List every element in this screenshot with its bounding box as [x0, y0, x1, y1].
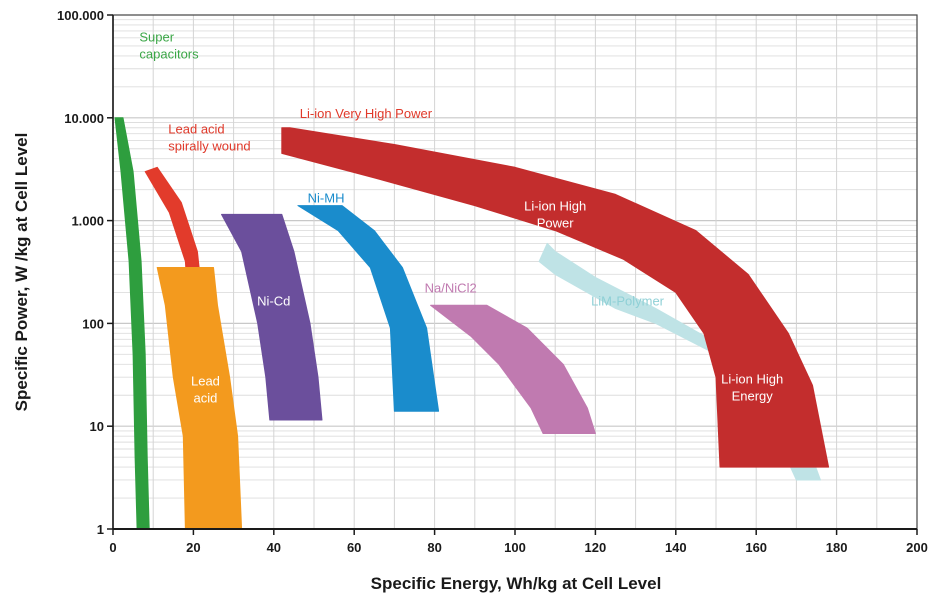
x-tick-label: 100: [504, 540, 526, 555]
label-li-ion-very-high-power: Li-ion Very High Power: [300, 106, 433, 121]
y-tick-label: 1.000: [71, 214, 104, 229]
y-axis-title: Specific Power, W /kg at Cell Level: [12, 133, 31, 412]
y-tick-label: 10: [90, 419, 104, 434]
x-axis-title: Specific Energy, Wh/kg at Cell Level: [371, 574, 662, 593]
region-na-nicl2: [430, 304, 596, 434]
label-li-ion-high-power: Li-ion High Power: [524, 199, 586, 231]
y-tick-label: 1: [97, 522, 104, 537]
region-labels: LiM-Polymer Super capacitors Lead acid spira…: [139, 30, 783, 406]
x-tick-label: 0: [109, 540, 116, 555]
label-ni-mh: Ni-MH: [308, 190, 345, 205]
y-tick-label: 10.000: [64, 111, 104, 126]
region-li-ion-very-high-power: [281, 127, 830, 468]
label-lead-acid-spirally-wound: Lead acid spirally wound: [168, 122, 250, 154]
label-na-nicl2: Na/NiCl2: [425, 280, 477, 295]
x-tick-label: 140: [665, 540, 687, 555]
region-ni-cd: [221, 213, 323, 421]
label-lim-polymer: LiM-Polymer: [591, 293, 665, 308]
label-ni-cd: Ni-Cd: [257, 293, 290, 308]
axes: 0 20 40 60 80 100 120 140 160 180 200 1 10 100 1.000 10…: [57, 8, 928, 555]
region-lim-polymer: [538, 242, 821, 481]
x-tick-label: 200: [906, 540, 928, 555]
label-super-capacitors: Super capacitors: [139, 30, 199, 62]
x-tick-label: 180: [826, 540, 848, 555]
x-tick-label: 160: [745, 540, 767, 555]
x-tick-label: 60: [347, 540, 361, 555]
x-tick-label: 40: [267, 540, 281, 555]
label-lead-acid: Lead acid: [191, 373, 220, 405]
x-tick-label: 120: [585, 540, 607, 555]
y-tick-label: 100: [82, 316, 104, 331]
x-tick-label: 80: [427, 540, 441, 555]
label-li-ion-high-energy: Li-ion High Energy: [721, 372, 783, 404]
y-tick-label: 100.000: [57, 8, 104, 23]
chart-regions: [114, 117, 830, 530]
x-tick-label: 20: [186, 540, 200, 555]
region-ni-mh: [297, 205, 440, 412]
